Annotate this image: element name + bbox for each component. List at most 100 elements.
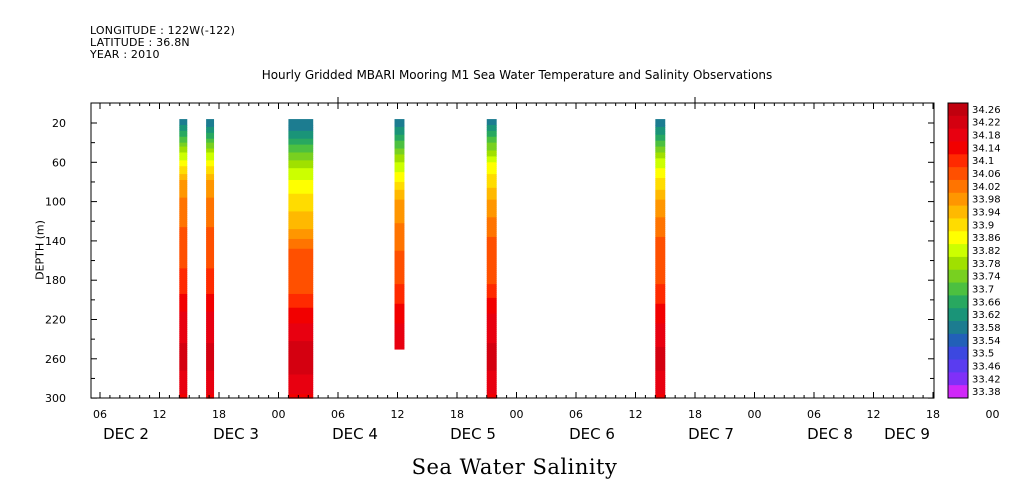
data-cell bbox=[655, 183, 666, 187]
data-cell bbox=[486, 333, 497, 336]
data-cell bbox=[655, 231, 666, 234]
data-cell bbox=[288, 150, 314, 154]
data-cell bbox=[655, 207, 666, 211]
data-cell bbox=[486, 366, 497, 370]
data-cell bbox=[179, 238, 188, 242]
data-cell bbox=[486, 134, 497, 138]
data-cell bbox=[394, 262, 405, 266]
data-cell bbox=[486, 256, 497, 260]
data-cell bbox=[288, 295, 314, 299]
data-cell bbox=[486, 313, 497, 317]
data-cell bbox=[394, 319, 405, 323]
data-cell bbox=[179, 176, 188, 179]
data-cell bbox=[655, 368, 666, 372]
data-cell bbox=[179, 291, 188, 295]
data-cell bbox=[288, 327, 314, 330]
data-cell bbox=[179, 160, 188, 163]
data-cell bbox=[655, 178, 666, 181]
data-cell bbox=[655, 315, 666, 319]
data-cell bbox=[486, 201, 497, 205]
data-cell bbox=[288, 193, 314, 197]
y-axis: 20 60 100 140 180 220 260 300 bbox=[45, 117, 934, 405]
colorbar-swatch bbox=[948, 128, 968, 142]
data-cell bbox=[206, 158, 215, 161]
data-cell bbox=[288, 124, 314, 128]
data-cell bbox=[394, 203, 405, 207]
colorbar-frame bbox=[947, 102, 969, 399]
data-cell bbox=[655, 272, 666, 275]
data-cell bbox=[655, 219, 666, 222]
data-cell bbox=[288, 388, 314, 391]
data-cell bbox=[288, 264, 314, 268]
data-cell bbox=[206, 280, 215, 283]
colorbar-swatch bbox=[948, 269, 968, 284]
data-cell bbox=[394, 315, 405, 319]
colorbar-swatch bbox=[948, 308, 968, 322]
data-cell bbox=[486, 364, 497, 368]
data-cell bbox=[206, 380, 215, 383]
data-cell bbox=[206, 295, 215, 299]
data-cell bbox=[486, 382, 497, 385]
x-tick-label: 06 bbox=[93, 408, 107, 421]
data-cell bbox=[206, 215, 215, 218]
data-column bbox=[394, 119, 405, 350]
colorbar-label: 33.86 bbox=[972, 233, 1001, 244]
data-cell bbox=[655, 335, 666, 338]
data-cell bbox=[394, 132, 405, 136]
colorbar-label: 33.62 bbox=[972, 310, 1001, 321]
data-cell bbox=[655, 150, 666, 154]
data-cell bbox=[179, 252, 188, 256]
data-cell bbox=[655, 309, 666, 313]
data-cell bbox=[206, 152, 215, 156]
data-cell bbox=[655, 138, 666, 142]
data-cell bbox=[179, 242, 188, 246]
data-cell bbox=[206, 191, 215, 195]
data-cell bbox=[288, 170, 314, 173]
data-cell bbox=[288, 152, 314, 156]
data-cell bbox=[179, 295, 188, 299]
data-cell bbox=[486, 325, 497, 328]
data-cell bbox=[486, 178, 497, 181]
data-cell bbox=[206, 240, 215, 244]
data-cell bbox=[486, 152, 497, 156]
data-cell bbox=[179, 164, 188, 167]
data-cell bbox=[486, 176, 497, 179]
data-cell bbox=[655, 185, 666, 189]
data-cell bbox=[206, 362, 215, 366]
data-cell bbox=[486, 138, 497, 142]
data-cell bbox=[288, 394, 314, 397]
data-cell bbox=[206, 368, 215, 372]
data-cell bbox=[394, 193, 405, 197]
data-cell bbox=[394, 329, 405, 332]
data-cell bbox=[655, 270, 666, 273]
data-cell bbox=[206, 396, 215, 399]
data-cell bbox=[206, 144, 215, 148]
data-cell bbox=[179, 199, 188, 203]
data-cell bbox=[655, 380, 666, 383]
data-cell bbox=[486, 189, 497, 193]
data-cell bbox=[288, 227, 314, 230]
data-cell bbox=[394, 223, 405, 226]
data-cell bbox=[394, 229, 405, 232]
data-cell bbox=[179, 309, 188, 313]
data-cell bbox=[394, 138, 405, 142]
data-cell bbox=[394, 323, 405, 326]
data-cell bbox=[486, 378, 497, 382]
data-cell bbox=[206, 136, 215, 140]
data-cell bbox=[288, 209, 314, 213]
data-cell bbox=[655, 341, 666, 344]
data-cell bbox=[394, 217, 405, 220]
data-cell bbox=[288, 343, 314, 346]
data-cell bbox=[655, 345, 666, 348]
data-cell bbox=[394, 119, 405, 126]
data-cell bbox=[486, 388, 497, 391]
data-cell bbox=[394, 231, 405, 234]
data-cell bbox=[394, 303, 405, 307]
data-cell bbox=[655, 254, 666, 258]
data-cell bbox=[394, 179, 405, 183]
data-cell bbox=[288, 276, 314, 279]
data-cell bbox=[394, 325, 405, 328]
data-cell bbox=[288, 179, 314, 183]
data-cell bbox=[206, 331, 215, 334]
data-cell bbox=[288, 156, 314, 159]
